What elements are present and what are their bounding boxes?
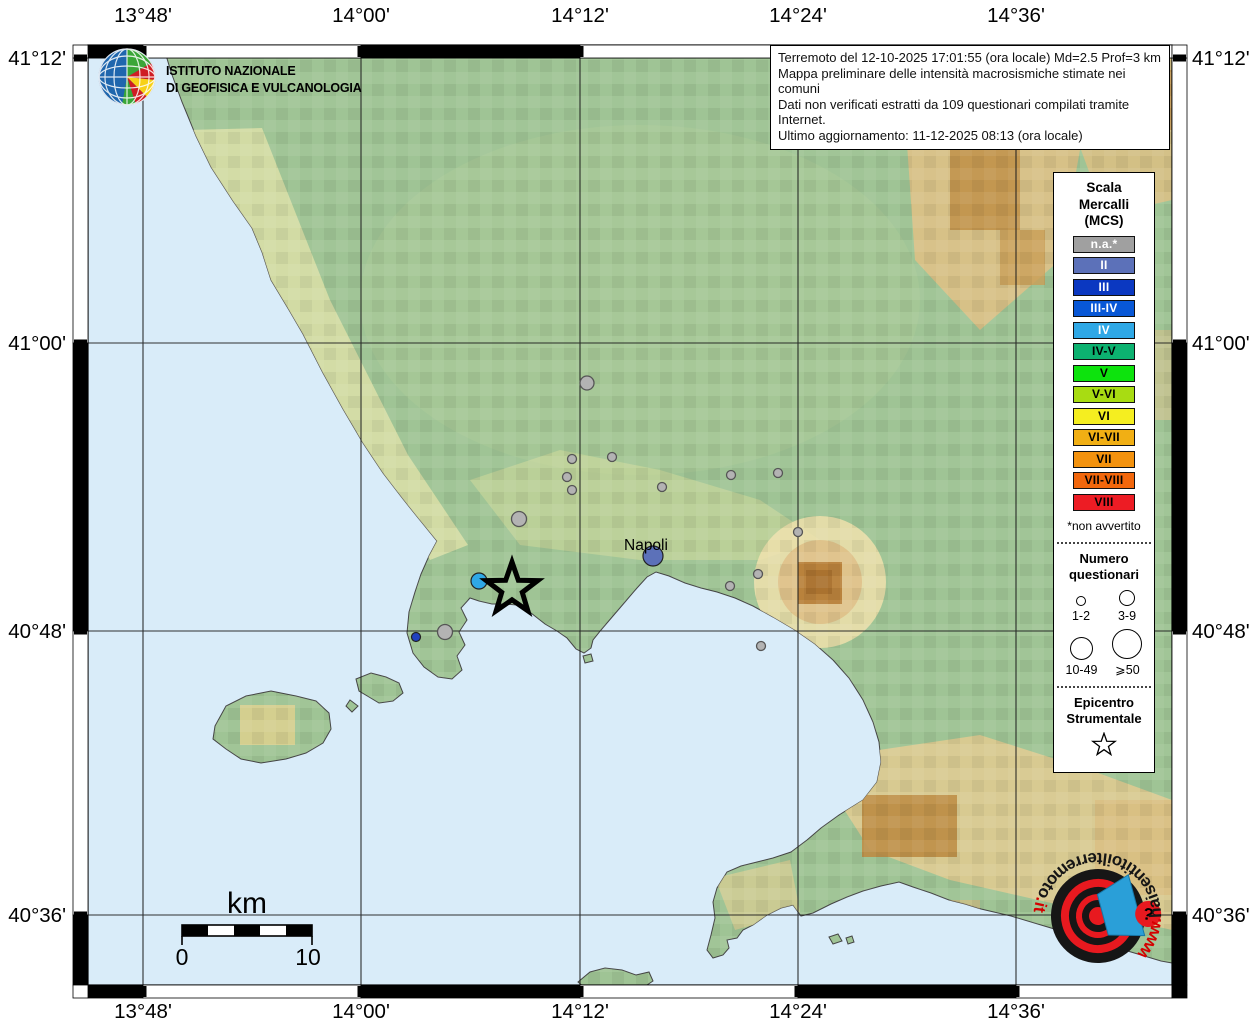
intensity-markers [410, 545, 664, 643]
ingv-name-line1: ISTITUTO NAZIONALE [166, 64, 296, 78]
questionnaire-dot [724, 580, 736, 592]
event-info-line3: Dati non verificati estratti da 109 ques… [778, 96, 1130, 128]
legend-separator [1057, 541, 1151, 544]
size-label: 10-49 [1065, 662, 1098, 677]
event-info-line4: Ultimo aggiornamento: 11-12-2025 08:13 (… [778, 127, 1083, 143]
questionnaire-dot [566, 484, 578, 496]
lon-label-top-4: 14°36' [987, 4, 1045, 27]
hsit-question-badge [1135, 900, 1162, 927]
lat-label-right-1: 41°00' [1192, 332, 1250, 355]
lon-label-bottom-3: 14°24' [769, 1000, 827, 1023]
scale-bar-start: 0 [176, 944, 189, 970]
mercalli-chip-viii: VIII [1073, 493, 1135, 511]
questionnaire-dot [656, 481, 668, 493]
lon-label-bottom-4: 14°36' [987, 1000, 1045, 1023]
questionnaire-dot [510, 510, 528, 528]
questionnaire-dot [561, 471, 573, 483]
mercalli-scale-chips: n.a.* II III III-IV IV IV-V V V-VI VI VI-VII VII VI… [1054, 235, 1154, 511]
hsit-megaphone-icon [1096, 873, 1146, 937]
legend-panel: Scala Mercalli (MCS) n.a.* II III III-IV IV I… [1053, 172, 1155, 773]
mercalli-chip-iii: III [1073, 278, 1135, 296]
questionnaire-dot [566, 453, 578, 465]
size-label: 3-9 [1117, 608, 1137, 623]
scale-bar-unit: km [227, 887, 267, 920]
mercalli-chip-v: V [1073, 364, 1135, 382]
size-legend-item: 3-9 [1117, 589, 1137, 623]
questionnaire-dot [792, 526, 804, 538]
mercalli-chip-vii: VII [1073, 450, 1135, 468]
questionnaire-dot [755, 640, 767, 652]
lat-label-left-3: 40°36' [8, 904, 66, 927]
lon-label-bottom-1: 14°00' [332, 1000, 390, 1023]
lat-label-left-2: 40°48' [8, 620, 66, 643]
event-info-line2: Mappa preliminare delle intensità macros… [778, 65, 1126, 97]
mercalli-chip-vi: VI [1073, 407, 1135, 425]
intensity-marker [410, 631, 422, 643]
lat-label-right-0: 41°12' [1192, 47, 1250, 70]
scale-bar-end: 10 [295, 944, 321, 970]
scale-bar: km 0 10 [176, 887, 321, 970]
mercalli-chip-iv: IV [1073, 321, 1135, 339]
questionnaire-dot [436, 623, 454, 641]
epicenter-legend-star [1054, 732, 1154, 761]
lat-label-right-3: 40°36' [1192, 904, 1250, 927]
axis-labels: 13°48' 13°48' 14°00' 14°00' 14°12' 14°12' 14°2… [8, 4, 1249, 1023]
questionnaire-dot [725, 469, 737, 481]
size-legend-item: ⩾50 [1112, 628, 1143, 677]
ingv-name-line2: DI GEOFISICA E VULCANOLOGIA [166, 81, 362, 95]
mercalli-chip-vii-viii: VII-VIII [1073, 472, 1135, 489]
ingv-logo: ISTITUTO NAZIONALE DI GEOFISICA E VULCAN… [98, 48, 362, 106]
size-circle-icon [1112, 628, 1143, 659]
mercalli-chip-iv-v: IV-V [1073, 343, 1135, 360]
lon-label-top-0: 13°48' [114, 4, 172, 27]
lon-label-top-2: 14°12' [551, 4, 609, 27]
ingv-globe-icon [98, 48, 156, 106]
questionnaire-size-legend: 1-2 3-9 10-49 ⩾50 [1054, 589, 1154, 677]
legend-separator2 [1057, 685, 1151, 688]
lat-label-left-1: 41°00' [8, 332, 66, 355]
legend-title: Scala Mercalli (MCS) [1078, 180, 1130, 228]
legend-footnote: *non avvertito [1067, 518, 1141, 533]
size-label: ⩾50 [1115, 662, 1140, 677]
star-icon [1092, 732, 1116, 755]
event-info-box: Terremoto del 12-10-2025 17:01:55 (ora l… [770, 45, 1170, 150]
questionnaire-dot [772, 467, 784, 479]
mercalli-chip-iii-iv: III-IV [1073, 300, 1135, 317]
size-circle-icon [1118, 589, 1135, 606]
questionnaire-dots [436, 375, 804, 652]
svg-text:?: ? [1141, 904, 1156, 925]
lat-label-right-2: 40°48' [1192, 620, 1250, 643]
size-legend-item: 1-2 [1071, 595, 1091, 623]
mercalli-chip-v-vi: V-VI [1073, 386, 1135, 403]
city-label-napoli: Napoli [624, 537, 668, 554]
size-legend-item: 10-49 [1065, 636, 1098, 677]
epicenter-legend-title: Epicentro Strumentale [1066, 694, 1142, 727]
event-info-line1: Terremoto del 12-10-2025 17:01:55 (ora l… [778, 50, 1161, 65]
mercalli-chip-ii: II [1073, 257, 1135, 274]
lat-label-left-0: 41°12' [8, 47, 66, 70]
size-circle-icon [1069, 636, 1093, 660]
lon-label-bottom-2: 14°12' [551, 1000, 609, 1023]
size-circle-icon [1075, 595, 1086, 606]
lon-label-top-3: 14°24' [769, 4, 827, 27]
size-label: 1-2 [1071, 608, 1091, 623]
lon-label-bottom-0: 13°48' [114, 1000, 172, 1023]
intensity-marker [642, 545, 664, 567]
lon-label-top-1: 14°00' [332, 4, 390, 27]
questionnaire-dot [752, 568, 764, 580]
mercalli-chip-vi-vii: VI-VII [1073, 429, 1135, 446]
mercalli-chip-n-a-: n.a.* [1073, 235, 1135, 253]
questionnaire-dot [579, 375, 595, 391]
questionnaire-legend-title: Numero questionari [1068, 550, 1140, 583]
questionnaire-dot [606, 451, 618, 463]
